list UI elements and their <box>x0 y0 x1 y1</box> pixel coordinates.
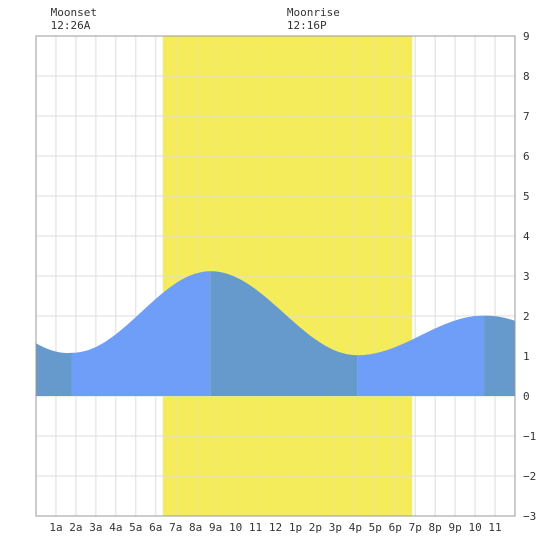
y-tick-label: 9 <box>523 30 530 43</box>
y-tick-label: −1 <box>523 430 536 443</box>
x-tick-label: 4p <box>349 521 362 534</box>
y-tick-label: 7 <box>523 110 530 123</box>
y-tick-label: 3 <box>523 270 530 283</box>
x-tick-label: 12 <box>269 521 282 534</box>
y-tick-label: 1 <box>523 350 530 363</box>
y-tick-label: 5 <box>523 190 530 203</box>
x-tick-label: 7a <box>169 521 182 534</box>
x-tick-label: 1a <box>49 521 62 534</box>
x-tick-label: 2a <box>69 521 82 534</box>
y-tick-label: 4 <box>523 230 530 243</box>
tide-area-rising <box>357 315 485 396</box>
y-tick-label: 2 <box>523 310 530 323</box>
y-tick-label: −3 <box>523 510 536 523</box>
y-tick-label: −2 <box>523 470 536 483</box>
x-tick-label: 8a <box>189 521 202 534</box>
x-tick-label: 7p <box>409 521 422 534</box>
x-tick-label: 5a <box>129 521 142 534</box>
x-tick-label: 6a <box>149 521 162 534</box>
x-tick-label: 10 <box>229 521 242 534</box>
x-tick-label: 8p <box>429 521 442 534</box>
tide-area-rising <box>71 271 211 396</box>
moon-event-title: Moonrise <box>287 6 340 19</box>
tide-area-falling <box>210 271 358 396</box>
x-tick-label: 11 <box>249 521 262 534</box>
moon-event-title: Moonset <box>51 6 97 19</box>
tide-area-falling <box>484 315 515 396</box>
x-tick-label: 4a <box>109 521 122 534</box>
moon-event-time: 12:16P <box>287 19 327 32</box>
y-tick-label: 8 <box>523 70 530 83</box>
tide-area-falling <box>36 343 72 396</box>
x-tick-label: 9a <box>209 521 222 534</box>
plot-border <box>35 35 516 517</box>
y-tick-label: 0 <box>523 390 530 403</box>
x-tick-label: 3a <box>89 521 102 534</box>
y-tick-label: 6 <box>523 150 530 163</box>
x-tick-label: 10 <box>468 521 481 534</box>
x-tick-label: 6p <box>389 521 402 534</box>
moon-event-time: 12:26A <box>51 19 91 32</box>
x-tick-label: 11 <box>488 521 501 534</box>
x-tick-label: 2p <box>309 521 322 534</box>
x-tick-label: 9p <box>449 521 462 534</box>
x-tick-label: 5p <box>369 521 382 534</box>
x-tick-label: 3p <box>329 521 342 534</box>
x-tick-label: 1p <box>289 521 302 534</box>
